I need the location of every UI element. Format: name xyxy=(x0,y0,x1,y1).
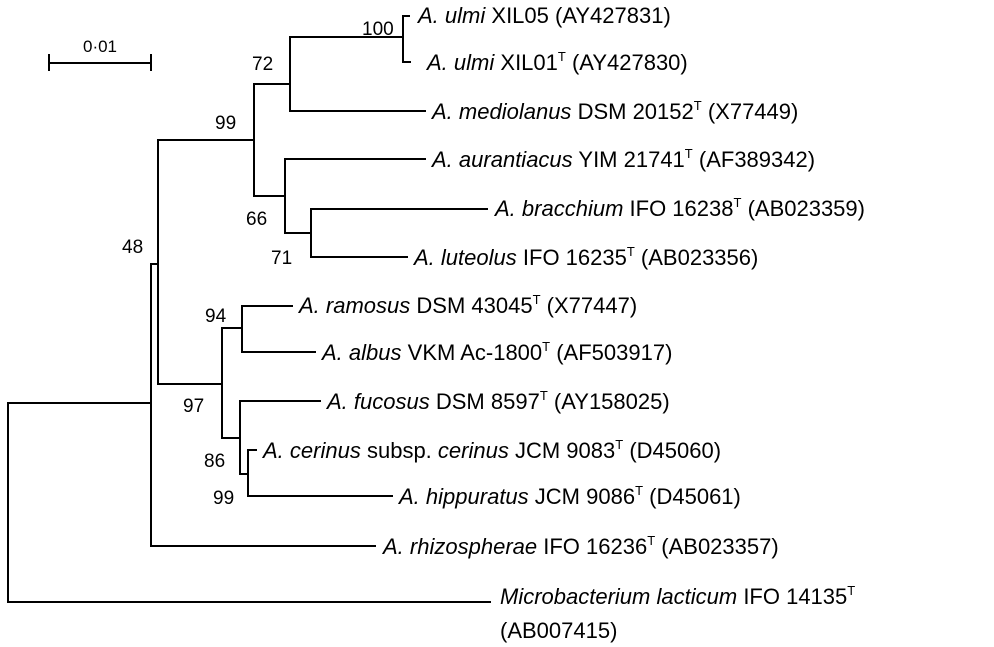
scale-bar: 0·01 xyxy=(48,37,152,71)
bootstrap-value: 86 xyxy=(204,451,225,472)
taxon-label: A. ulmi XIL05 (AY427831) xyxy=(416,3,671,28)
bootstrap-value: 66 xyxy=(246,209,267,230)
taxon-labels: A. ulmi XIL05 (AY427831) A. ulmi XIL01T … xyxy=(261,3,865,643)
taxon-label-accession: (AB007415) xyxy=(500,618,617,643)
bootstrap-value: 97 xyxy=(183,396,204,417)
bootstrap-value: 71 xyxy=(271,248,292,269)
taxon-label: A. hippuratus JCM 9086T (D45061) xyxy=(397,483,741,509)
taxon-label: A. bracchium IFO 16238T (AB023359) xyxy=(493,195,865,221)
taxon-label: A. mediolanus DSM 20152T (X77449) xyxy=(430,98,798,124)
taxon-label: A. cerinus subsp. cerinus JCM 9083T (D45… xyxy=(261,437,721,463)
taxon-label: A. ramosus DSM 43045T (X77447) xyxy=(297,292,637,318)
taxon-label: A. fucosus DSM 8597T (AY158025) xyxy=(325,388,670,414)
bootstrap-value: 48 xyxy=(122,237,143,258)
bootstrap-values: 100 72 99 66 71 48 94 97 86 99 xyxy=(122,19,394,509)
taxon-label: A. albus VKM Ac-1800T (AF503917) xyxy=(320,339,672,365)
bootstrap-value: 100 xyxy=(362,19,394,40)
scale-bar-label: 0·01 xyxy=(83,37,117,56)
taxon-label: A. aurantiacus YIM 21741T (AF389342) xyxy=(430,146,815,172)
taxon-label: A. luteolus IFO 16235T (AB023356) xyxy=(412,244,758,270)
bootstrap-value: 72 xyxy=(252,54,273,75)
taxon-label: A. ulmi XIL01T (AY427830) xyxy=(425,49,688,75)
tree-branches xyxy=(7,15,491,603)
bootstrap-value: 94 xyxy=(205,306,227,327)
taxon-label: A. rhizospherae IFO 16236T (AB023357) xyxy=(381,533,779,559)
bootstrap-value: 99 xyxy=(213,488,234,509)
bootstrap-value: 99 xyxy=(215,113,236,134)
taxon-label: Microbacterium lacticum IFO 14135T xyxy=(500,583,855,609)
